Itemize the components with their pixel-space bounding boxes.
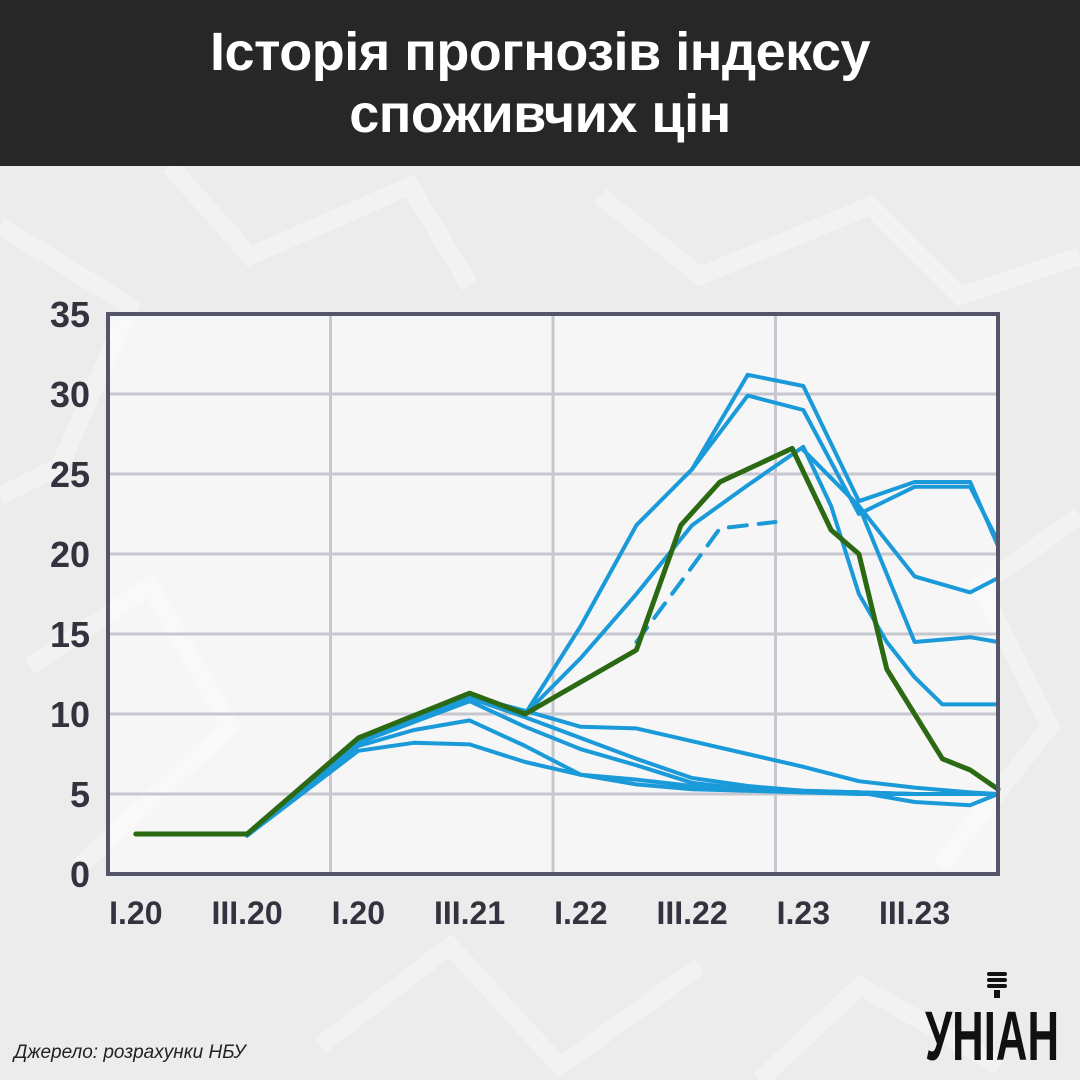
header: Історія прогнозів індексу споживчих цін — [0, 0, 1080, 166]
x-tick-label: I.20 — [109, 895, 162, 931]
x-tick-label: III.23 — [879, 895, 950, 931]
y-tick-label: 25 — [50, 454, 90, 495]
series-line-actual — [133, 445, 1001, 837]
y-tick-label: 10 — [50, 694, 90, 735]
series-line-forecast-10 — [690, 372, 1000, 548]
x-tick-label: I.22 — [554, 895, 607, 931]
y-tick-label: 30 — [50, 374, 90, 415]
x-axis-labels: I.20 III.20 I.20 III.21 I.22 III.22 I.23 III.23 — [109, 895, 950, 931]
x-tick-label: III.21 — [434, 895, 505, 931]
y-tick-label: 20 — [50, 534, 90, 575]
source-note: Джерело: розрахунки НБУ — [14, 1042, 246, 1063]
y-tick-label: 0 — [70, 854, 90, 895]
page-title-line-2: споживчих цін — [349, 84, 731, 144]
series-line-forecast-6 — [523, 444, 1000, 716]
page-title-line-1: Історія прогнозів індексу — [209, 22, 871, 82]
plot-frame — [106, 312, 1000, 876]
unian-logo: УНІАН — [925, 972, 1059, 1064]
x-tick-label: III.20 — [211, 895, 282, 931]
y-axis-labels: 0 5 10 15 20 25 30 35 — [50, 294, 90, 895]
series-line-forecast-8 — [801, 448, 1000, 595]
y-tick-label: 5 — [70, 774, 90, 815]
series-line-forecast-5 — [245, 694, 1000, 838]
logo-text: УНІАН — [925, 997, 1059, 1064]
series-line-forecast-11 — [634, 520, 778, 644]
y-tick-label: 35 — [50, 294, 90, 335]
y-tick-label: 15 — [50, 614, 90, 655]
vertical-gridlines — [329, 314, 777, 874]
microphone-icon — [987, 972, 1007, 998]
series-line-forecast-3 — [245, 699, 1000, 838]
series-line-forecast-9 — [523, 393, 1000, 716]
x-tick-label: III.22 — [656, 895, 727, 931]
x-tick-label: I.20 — [332, 895, 385, 931]
x-tick-label: I.23 — [777, 895, 830, 931]
series-layer — [133, 372, 1001, 838]
